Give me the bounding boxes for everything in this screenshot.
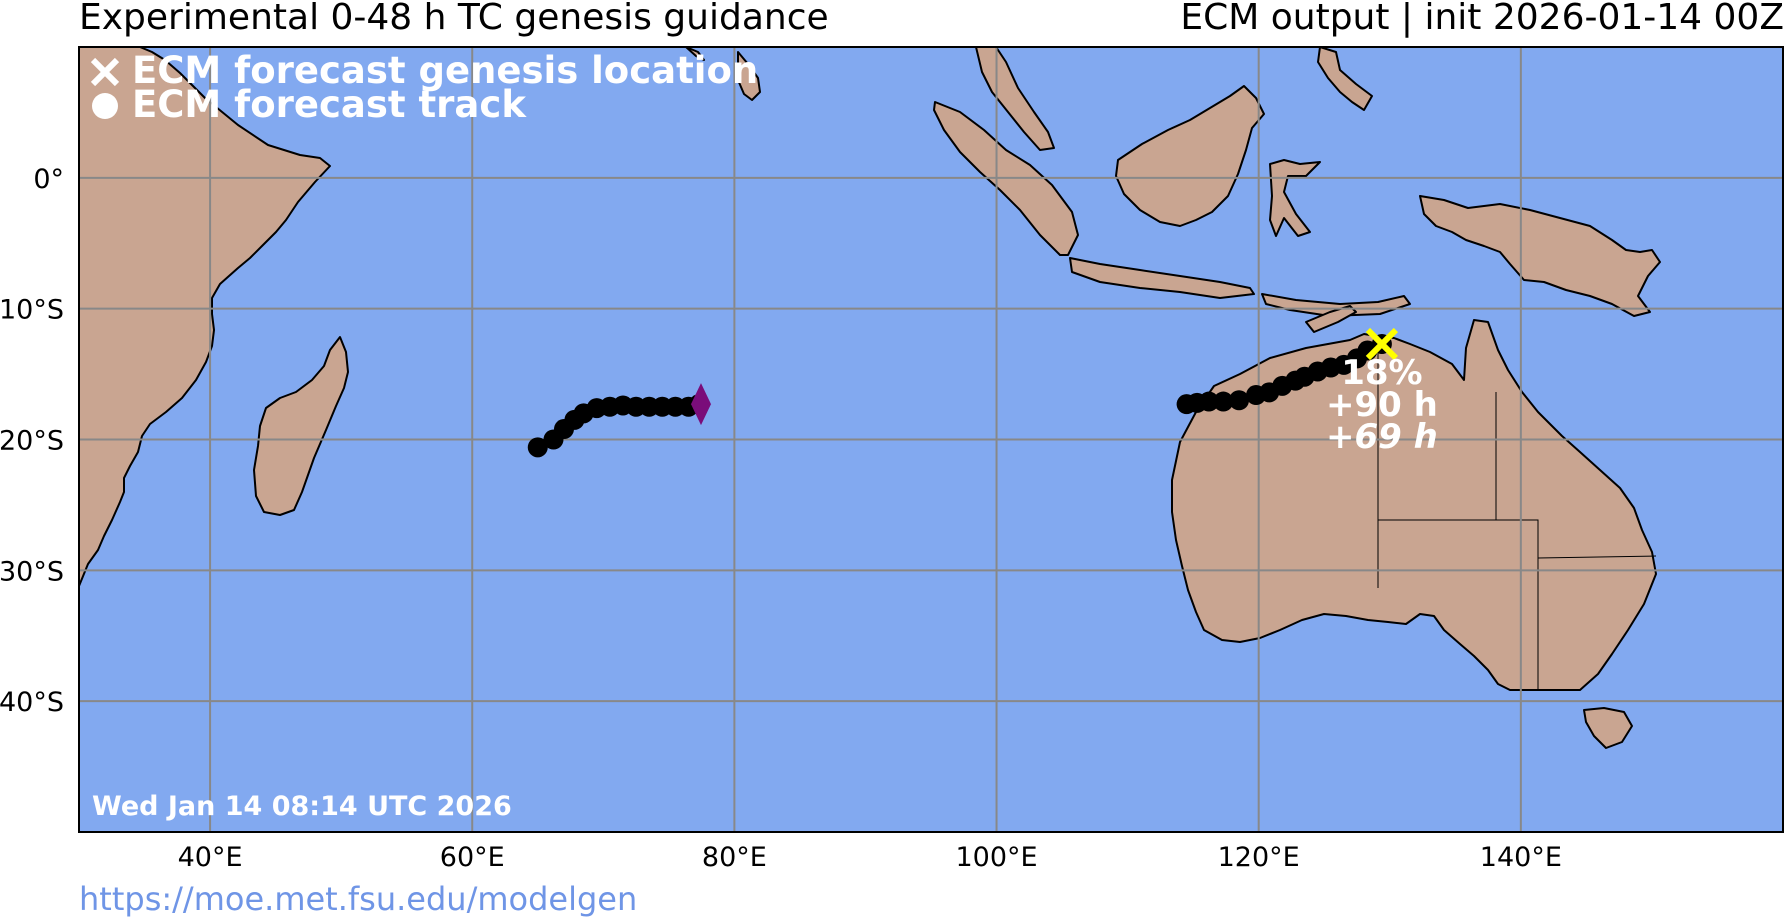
genesis-x-icon <box>90 57 120 87</box>
legend-genesis-label: ECM forecast genesis location <box>132 49 758 92</box>
track-dot-icon <box>92 93 118 119</box>
java-land <box>1069 257 1255 299</box>
malay-peninsula-land <box>975 47 1055 151</box>
india-tip-land <box>685 47 705 61</box>
map-subtitle: ECM output | init 2026-01-14 00Z <box>1180 0 1784 38</box>
track-point <box>1229 390 1250 411</box>
lon-tick-label: 80°E <box>702 842 767 873</box>
tasmania-land <box>1583 707 1633 749</box>
sulawesi-land <box>1269 159 1321 237</box>
new-guinea-land <box>1419 195 1661 317</box>
genesis-lead-time-label: +90 h <box>1326 385 1438 425</box>
track-point <box>527 437 548 458</box>
africa-land <box>79 47 331 587</box>
tracks: 18%+90 h+69 h <box>527 327 1438 458</box>
track-point <box>1213 391 1234 412</box>
lon-tick-label: 60°E <box>440 842 505 873</box>
track-point <box>1198 391 1219 412</box>
state-borders <box>1377 338 1657 690</box>
map-legend: ECM forecast genesis location ECM foreca… <box>90 49 758 126</box>
tick-labels: 40°E 60°E 80°E 100°E 120°E 140°E 0° 10°S 20°S 30°… <box>0 164 1562 873</box>
map-frame <box>78 46 1784 833</box>
source-url-link[interactable]: https://moe.met.fsu.edu/modelgen <box>79 880 638 918</box>
lon-tick-label: 100°E <box>955 842 1037 873</box>
diamond-marker-icon <box>690 383 711 426</box>
legend-track-label: ECM forecast track <box>132 83 527 126</box>
lon-tick-label: 40°E <box>178 842 243 873</box>
lat-tick-label: 20°S <box>0 426 64 457</box>
genesis-x-stroke <box>1365 327 1399 361</box>
lat-tick-label: 40°S <box>0 687 64 718</box>
lat-tick-label: 30°S <box>0 556 64 587</box>
genesis-probability-label: 18% <box>1341 353 1422 393</box>
madagascar-land <box>253 336 349 516</box>
lat-tick-label: 0° <box>33 164 64 195</box>
gridlines <box>79 47 1783 832</box>
timestamp: Wed Jan 14 08:14 UTC 2026 <box>92 791 512 822</box>
timor-land <box>1305 305 1357 333</box>
sri-lanka-land <box>737 51 761 101</box>
genesis-time-label: +69 h <box>1326 417 1438 457</box>
australia-land <box>1171 319 1657 691</box>
philippines-land <box>1317 47 1373 111</box>
map-title: Experimental 0-48 h TC genesis guidance <box>79 0 829 38</box>
borneo-land <box>1115 85 1265 227</box>
lon-tick-label: 120°E <box>1218 842 1300 873</box>
lon-tick-label: 140°E <box>1480 842 1562 873</box>
lat-tick-label: 10°S <box>0 295 64 326</box>
genesis-x-marker-icon <box>1365 327 1399 361</box>
